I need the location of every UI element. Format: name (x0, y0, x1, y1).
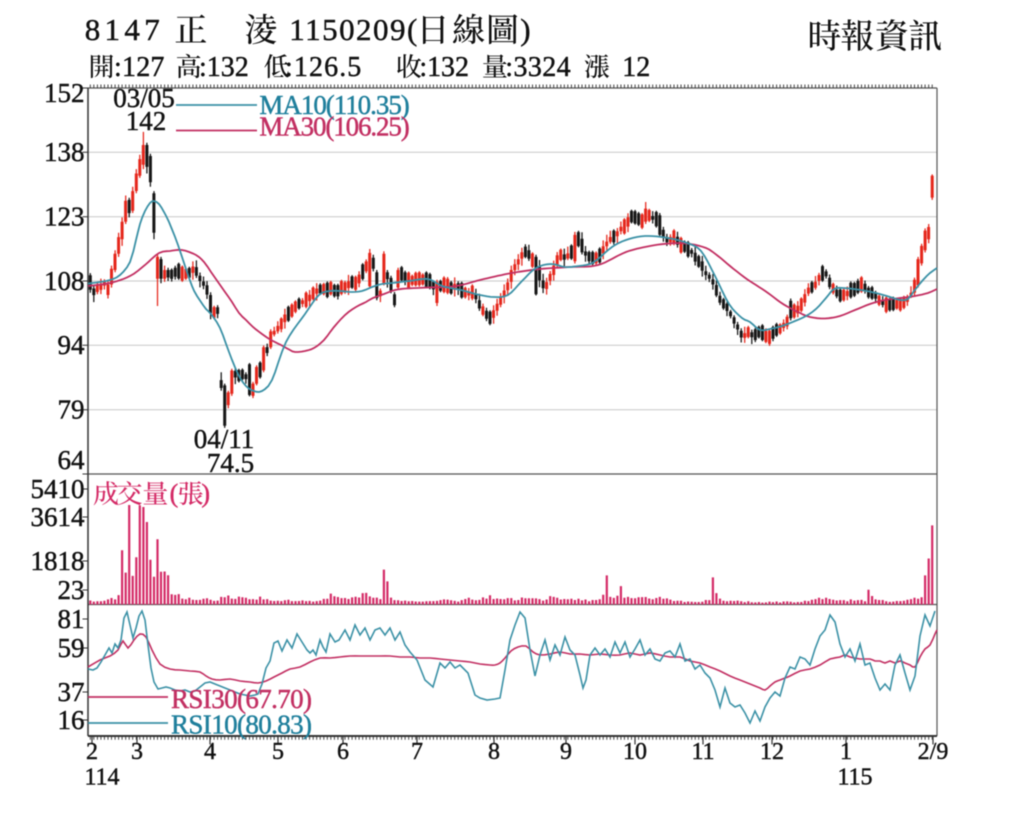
svg-text:23: 23 (58, 575, 85, 605)
svg-text:11: 11 (691, 739, 714, 765)
svg-text:2/9: 2/9 (918, 739, 949, 765)
svg-text:3614: 3614 (31, 502, 86, 532)
svg-text:MA10(110.35): MA10(110.35) (259, 90, 409, 120)
svg-text:(: ( (170, 479, 179, 508)
svg-text:108: 108 (44, 266, 85, 296)
svg-text:1: 1 (840, 739, 852, 765)
svg-text:8: 8 (488, 739, 500, 765)
svg-text:1150209(: 1150209( (289, 12, 417, 47)
svg-text:12: 12 (760, 739, 784, 765)
svg-text::127: :127 (114, 52, 164, 83)
svg-text:03/05: 03/05 (113, 83, 175, 113)
svg-text:04/11: 04/11 (194, 424, 255, 454)
svg-text:6: 6 (337, 739, 349, 765)
svg-text:94: 94 (58, 330, 86, 360)
svg-text:74.5: 74.5 (207, 448, 254, 478)
svg-text:5410: 5410 (31, 474, 85, 504)
svg-text:152: 152 (44, 78, 85, 108)
svg-text:MA30(106.25): MA30(106.25) (259, 112, 409, 142)
svg-text:9: 9 (560, 739, 572, 765)
svg-text::132: :132 (199, 52, 249, 83)
svg-text:): ) (520, 12, 530, 47)
svg-text:7: 7 (411, 739, 423, 765)
svg-text:RSI10(80.83): RSI10(80.83) (171, 710, 312, 740)
svg-text:12: 12 (622, 52, 650, 83)
svg-text:79: 79 (58, 395, 85, 425)
svg-text::132: :132 (419, 52, 469, 83)
svg-text:3: 3 (131, 739, 143, 765)
svg-text:123: 123 (44, 202, 85, 232)
svg-text:81: 81 (58, 604, 85, 634)
svg-text:): ) (201, 479, 210, 508)
svg-text:5: 5 (272, 739, 284, 765)
svg-text:114: 114 (84, 765, 119, 791)
svg-text::3324: :3324 (505, 52, 570, 83)
svg-text:1818: 1818 (31, 546, 85, 576)
svg-text:64: 64 (58, 445, 86, 475)
svg-text:37: 37 (58, 677, 85, 707)
svg-text:138: 138 (44, 137, 85, 167)
svg-text:4: 4 (204, 739, 216, 765)
svg-text:RSI30(67.70): RSI30(67.70) (171, 684, 312, 714)
svg-text:10: 10 (623, 739, 647, 765)
svg-text:115: 115 (837, 765, 872, 791)
svg-text:2: 2 (86, 739, 98, 765)
svg-text::126.5: :126.5 (285, 52, 361, 83)
svg-text:59: 59 (58, 633, 85, 663)
svg-text:142: 142 (126, 106, 167, 136)
svg-text:16: 16 (58, 705, 85, 735)
